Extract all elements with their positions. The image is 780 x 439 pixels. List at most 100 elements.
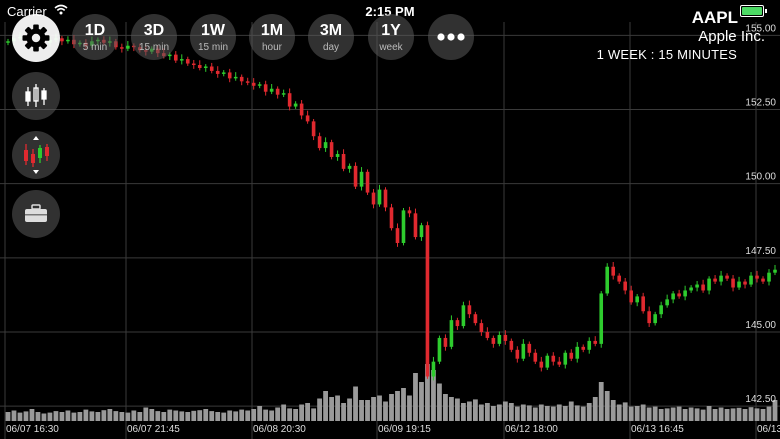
y-tick-label: 155.00: [745, 23, 776, 34]
candle: [203, 64, 208, 72]
volume-bar: [17, 412, 23, 421]
candle: [521, 339, 526, 362]
volume-bar: [149, 409, 155, 421]
indicators-button[interactable]: [12, 131, 60, 179]
volume-bar: [53, 411, 59, 421]
volume-bar: [239, 409, 245, 421]
candle: [533, 349, 538, 365]
volume-bar: [41, 413, 47, 421]
volume-bar: [574, 405, 580, 421]
range-1d-button[interactable]: 1D 5 min: [72, 14, 118, 60]
volume-bar: [197, 410, 203, 421]
volume-bar: [640, 404, 646, 421]
candle: [725, 273, 729, 281]
volume-bar: [700, 409, 706, 421]
battery-icon: [740, 5, 767, 17]
candle: [365, 169, 370, 195]
candle: [563, 350, 568, 369]
candle: [515, 346, 520, 363]
volume-bar: [167, 409, 173, 421]
volume-bar: [413, 373, 418, 421]
volume-bar: [113, 411, 119, 421]
candle: [767, 269, 771, 286]
volume-bar: [305, 403, 311, 421]
volume-bar: [227, 410, 233, 421]
candle: [509, 338, 514, 353]
candle: [677, 289, 681, 299]
candle: [449, 315, 454, 350]
candle: [413, 208, 418, 240]
volume-bar: [299, 404, 305, 421]
volume-bar: [89, 411, 95, 421]
candle: [233, 72, 238, 81]
range-label: 1M: [260, 22, 284, 39]
volume-bar: [688, 407, 694, 421]
volume-bar: [646, 407, 652, 421]
candle: [347, 163, 352, 173]
volume-bar: [287, 408, 293, 421]
range-interval: 15 min: [197, 42, 228, 53]
candle: [287, 88, 292, 111]
y-tick-label: 147.50: [745, 246, 776, 257]
candle: [359, 167, 364, 191]
x-tick-label: 06/12 18:00: [505, 424, 558, 435]
candle: [389, 203, 394, 231]
volume-bar: [712, 409, 718, 421]
range-3d-button[interactable]: 3D 15 min: [131, 14, 177, 60]
volume-bar: [437, 383, 442, 421]
range-1w-button[interactable]: 1W 15 min: [190, 14, 236, 60]
volume-bar: [209, 411, 215, 421]
chart-type-button[interactable]: [12, 72, 60, 120]
candle: [341, 149, 346, 172]
volume-bar: [377, 395, 382, 421]
volume-bar: [329, 397, 334, 421]
candle: [629, 285, 633, 305]
volume-bar: [173, 410, 179, 421]
range-label: 3D: [143, 22, 165, 39]
volume-bar: [580, 406, 586, 421]
volume-bar: [371, 397, 376, 421]
candle: [569, 349, 574, 362]
candle: [761, 276, 765, 284]
more-button[interactable]: [428, 14, 474, 60]
x-tick-label: 06/09 19:15: [378, 424, 431, 435]
volume-bar: [724, 409, 730, 421]
volume-bar: [65, 410, 71, 421]
volume-bar: [407, 395, 412, 421]
candle: [671, 291, 675, 304]
candle: [443, 334, 448, 351]
range-1y-button[interactable]: 1Y week: [368, 14, 414, 60]
volume-bar: [203, 409, 209, 421]
volume-bar: [772, 400, 778, 421]
portfolio-button[interactable]: [12, 190, 60, 238]
candle: [317, 132, 322, 151]
company-name: Apple Inc.: [698, 28, 765, 45]
volume-bar: [496, 404, 502, 421]
volume-bar: [766, 406, 772, 421]
candle: [641, 292, 645, 314]
volume-bar: [664, 408, 670, 421]
settings-button[interactable]: [12, 14, 60, 62]
candle: [713, 275, 717, 284]
volume-bar: [556, 404, 562, 421]
volume-bar: [718, 407, 724, 421]
candle: [377, 184, 382, 207]
candle: [461, 301, 466, 329]
volume-bar: [269, 410, 275, 421]
x-tick-label: 06/13 16:45: [631, 424, 684, 435]
range-1m-button[interactable]: 1M hour: [249, 14, 295, 60]
range-label: 3M: [319, 22, 343, 39]
volume-bar: [125, 412, 131, 421]
volume-bar: [490, 406, 496, 421]
volume-bar: [461, 403, 466, 421]
volume-bar: [742, 409, 748, 421]
range-3m-button[interactable]: 3M day: [308, 14, 354, 60]
volume-bar: [736, 407, 742, 421]
candle: [683, 285, 687, 301]
candle: [743, 279, 747, 289]
volume-bar: [622, 402, 628, 421]
candle: [773, 264, 777, 276]
volume-bar: [449, 397, 454, 421]
volume-bar: [119, 412, 125, 421]
